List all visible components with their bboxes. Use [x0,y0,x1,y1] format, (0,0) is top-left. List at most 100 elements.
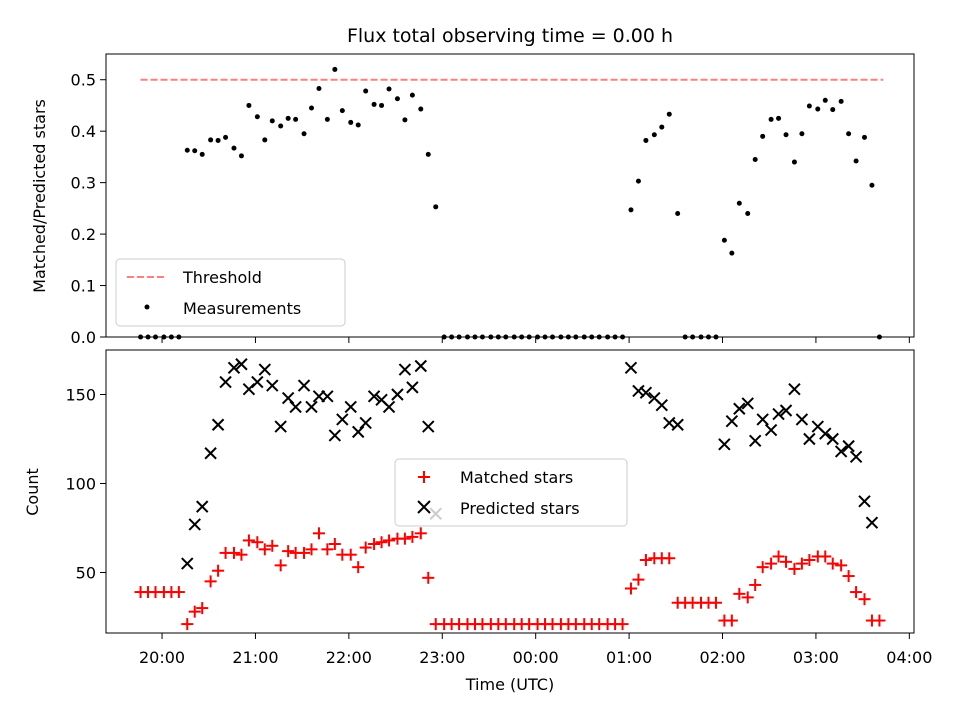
legend-measurements-swatch [144,304,150,310]
predicted-stars-point [382,400,396,414]
matched-stars-point [181,618,194,631]
matched-stars-point [819,550,832,563]
predicted-stars-point [655,398,668,412]
bottom-x-tick-label: 21:00 [232,648,278,667]
measurement-point [192,148,198,154]
bottom-y-axis-ticks: 50 100 150 [65,385,106,582]
matched-stars-point [227,546,240,559]
predicted-stars-point [406,381,419,394]
predicted-stars-point [741,397,754,410]
measurement-point [348,119,354,125]
measurement-point [262,137,268,143]
predicted-stars-point [281,391,295,405]
predicted-stars-point [305,400,318,414]
measurement-point [324,116,330,122]
measurement-point [386,86,392,92]
measurement-point [199,151,205,157]
measurement-point [293,116,299,122]
measurement-point [729,250,735,256]
legend-matched-label: Matched stars [460,468,573,487]
bottom-x-tick-label: 03:00 [793,648,839,667]
predicted-stars-point [756,413,769,426]
matched-stars-point [842,570,855,583]
top-x-axis-ticks [161,337,910,343]
measurement-point [643,137,649,143]
measurement-point [402,117,408,123]
measurement-point [418,106,424,112]
legend-predicted-label: Predicted stars [460,499,580,518]
predicted-stars-point [204,447,217,460]
matched-stars-point [756,561,769,574]
top-legend: Threshold Measurements [115,258,346,327]
matched-stars-point [422,571,435,584]
matched-stars-point [344,548,357,561]
predicted-stars-point [196,500,209,513]
measurement-point [745,211,751,217]
predicted-stars-point [336,413,349,426]
bottom-data-layer [134,358,886,631]
x-axis-label: Time (UTC) [465,675,554,694]
predicted-stars-point [367,390,381,403]
predicted-stars-point [398,363,412,376]
predicted-stars-point [849,450,863,463]
measurement-point [254,114,260,120]
measurement-point [215,137,221,143]
matched-stars-point [616,618,629,631]
matched-stars-point [328,538,341,551]
legend-threshold-label: Threshold [182,268,262,287]
measurement-point [278,123,284,129]
matched-stars-point [741,591,754,604]
bottom-legend-box [394,458,628,527]
measurement-point [659,124,665,130]
measurement-point [309,105,315,111]
measurement-point [301,131,307,137]
predicted-stars-point [227,361,241,375]
predicted-stars-point [289,400,302,414]
matched-stars-point [172,586,185,599]
measurement-point [184,147,190,153]
predicted-stars-point [235,358,248,371]
predicted-stars-point [858,495,871,508]
matched-stars-point [414,527,427,540]
matched-stars-point [406,530,419,543]
predicted-stars-point [725,414,739,428]
matched-stars-point [212,564,225,577]
measurement-point [635,178,641,184]
predicted-stars-point [188,518,201,531]
measurement-point [861,134,867,140]
measurement-point [371,101,377,107]
bottom-legend: Matched stars Predicted stars [394,458,628,527]
predicted-stars-point [251,375,264,389]
top-y-tick-label: 0.1 [71,277,96,296]
top-y-tick-label: 0.3 [71,174,96,193]
matched-stars-point [368,538,381,551]
measurement-point [246,102,252,108]
matched-stars-point [204,575,217,588]
top-y-tick-label: 0.5 [71,71,96,90]
measurement-point [666,111,672,117]
matched-stars-point [788,562,801,575]
matched-stars-point [835,559,848,572]
matched-stars-point [266,539,279,552]
predicted-stars-point [328,429,342,442]
predicted-stars-point [639,386,653,399]
predicted-stars-point [819,427,832,440]
measurement-point [316,85,322,91]
matched-stars-point [624,582,637,595]
bottom-x-tick-label: 00:00 [513,648,559,667]
predicted-stars-point [764,423,778,437]
measurement-point [269,118,275,124]
measurement-point [806,103,812,109]
measurement-point [768,116,774,122]
top-data-layer [138,66,884,340]
measurement-point [651,132,657,138]
measurement-point [285,115,291,121]
bottom-y-tick-label: 100 [65,474,96,493]
legend-predicted-swatch [417,500,431,514]
measurement-point [760,133,766,139]
matched-stars-point [274,559,287,572]
predicted-stars-point [352,425,365,439]
chart-title: Flux total observing time = 0.00 h [347,25,673,47]
matched-stars-point [772,550,785,563]
predicted-stars-point [865,516,879,529]
